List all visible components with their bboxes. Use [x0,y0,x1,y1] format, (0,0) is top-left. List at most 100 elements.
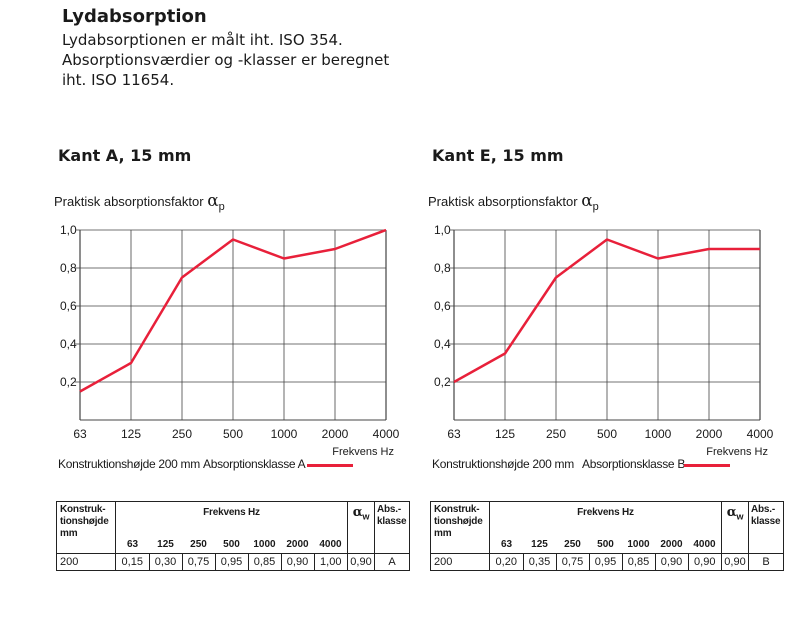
table-frequency-cell: 63 [490,531,524,554]
x-axis-label: Frekvens Hz [332,446,394,458]
table-frequency-cell: 1000 [622,531,655,554]
x-tick-label: 63 [73,427,87,441]
legend-swatch [684,464,730,467]
y-axis-label: Praktisk absorptionsfaktor αp [428,191,599,213]
table-absorption-value: 0,75 [556,554,589,571]
table-absorption-value: 0,15 [116,554,150,571]
table-absorption-value: 0,95 [215,554,248,571]
table-absorption-value: 1,00 [314,554,348,571]
table-frequency-cell: 63 [116,531,150,554]
chart-title: Kant E, 15 mm [432,146,564,165]
header-height-line: Konstruk- [60,504,112,516]
y-tick-label: 0,8 [434,261,451,275]
table-frequency-cell: 4000 [314,531,348,554]
legend-label: Absorptionsklasse A [203,457,305,471]
y-tick-label: 1,0 [60,223,77,237]
table-absorption-value: 0,85 [622,554,655,571]
table-absorption-value: 0,95 [589,554,622,571]
y-axis-label-subscript: p [219,201,225,213]
table-frequency-cell: 125 [523,531,556,554]
table-absorption-value: 0,90 [688,554,722,571]
aw-subscript: w [737,512,744,522]
chart-panel-kant-a: Kant A, 15 mm Praktisk absorptionsfaktor… [50,0,430,600]
table-absorption-value: 0,90 [655,554,688,571]
table-frequency-cell: 2000 [655,531,688,554]
chart-svg: Praktisk absorptionsfaktor αp 1,0 0,8 0,6 0,… [50,180,430,640]
y-tick-label: 0,2 [60,375,77,389]
y-axis-label-symbol: α [581,191,593,211]
aw-subscript: w [363,512,370,522]
table-frequency-cell: 250 [556,531,589,554]
y-tick-label: 0,6 [60,299,77,313]
header-class-line: Abs.- [751,504,781,516]
y-tick-label: 0,8 [60,261,77,275]
y-axis-label: Praktisk absorptionsfaktor αp [54,191,225,213]
header-height-line: Konstruk- [434,504,486,516]
table-frequency-cell: 125 [149,531,182,554]
table-aw-value: 0,90 [722,554,749,571]
table-frequency-cell: 250 [182,531,215,554]
x-tick-label: 500 [223,427,243,441]
table-absorption-value: 0,30 [149,554,182,571]
table-absorption-value: 0,85 [248,554,281,571]
construction-label: Konstruktionshøjde 200 mm [58,457,200,471]
table-header-aw: αw [722,502,749,554]
construction-label: Konstruktionshøjde 200 mm [432,457,574,471]
header-height-line: mm [434,528,486,540]
table-absorption-value: 0,90 [281,554,314,571]
table-header-class: Abs.-klasse [749,502,784,554]
aw-symbol: α [727,505,737,520]
y-tick-label: 0,4 [434,337,451,351]
table-header-class: Abs.-klasse [375,502,410,554]
x-tick-label: 500 [597,427,617,441]
header-height-line: tionshøjde [434,516,486,528]
legend-label: Absorptionsklasse B [582,457,685,471]
chart-title: Kant A, 15 mm [58,146,191,165]
chart-panel-kant-e: Kant E, 15 mm Praktisk absorptionsfaktor… [426,0,800,600]
table-header-frequency: Frekvens Hz [116,502,348,532]
x-tick-label: 125 [121,427,141,441]
x-tick-label: 2000 [696,427,723,441]
x-axis-label: Frekvens Hz [706,446,768,458]
x-tick-label: 4000 [747,427,774,441]
y-tick-label: 0,2 [434,375,451,389]
y-axis-label-symbol: α [207,191,219,211]
chart-svg: Praktisk absorptionsfaktor αp1,00,80,60,… [426,180,800,640]
header-class-line: klasse [377,516,407,528]
table-frequency-cell: 4000 [688,531,722,554]
x-tick-label: 1000 [271,427,298,441]
x-tick-label: 250 [546,427,566,441]
table-header-frequency: Frekvens Hz [490,502,722,532]
table-absorption-value: 0,75 [182,554,215,571]
x-tick-label: 1000 [645,427,672,441]
x-tick-label: 125 [495,427,515,441]
header-class-line: Abs.- [377,504,407,516]
table-header-aw: αw [348,502,375,554]
x-tick-label: 250 [172,427,192,441]
x-tick-label: 2000 [322,427,349,441]
y-tick-label: 0,4 [60,337,77,351]
header-height-line: mm [60,528,112,540]
table-absorption-value: 0,35 [523,554,556,571]
y-tick-label: 1,0 [434,223,451,237]
table-frequency-cell: 2000 [281,531,314,554]
header-height-line: tionshøjde [60,516,112,528]
header-class-line: klasse [751,516,781,528]
aw-symbol: α [353,505,363,520]
table-frequency-cell: 1000 [248,531,281,554]
table-height-value: 200 [431,554,490,571]
table-class-value: B [749,554,784,571]
table-height-value: 200 [57,554,116,571]
legend-swatch [307,464,353,467]
table-aw-value: 0,90 [348,554,375,571]
table-frequency-cell: 500 [589,531,622,554]
x-tick-label: 63 [447,427,461,441]
